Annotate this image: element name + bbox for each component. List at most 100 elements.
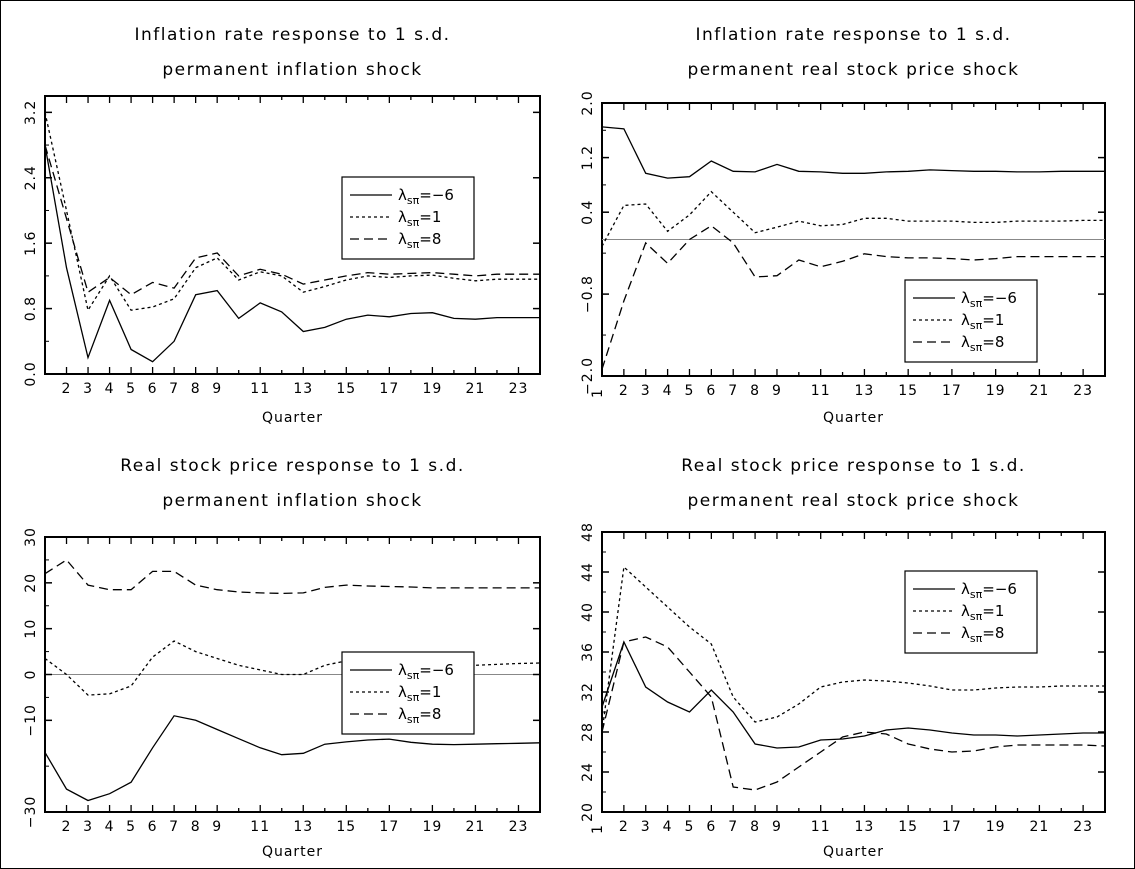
legend-label-3: λsπ=8 <box>398 705 441 726</box>
x-tick-label: 5 <box>126 381 136 397</box>
x-tick-label: 17 <box>942 383 962 399</box>
y-tick-label: 1.2 <box>580 145 596 170</box>
plot-frame <box>44 95 541 375</box>
x-tick-label: 23 <box>509 819 529 835</box>
x-tick-label: 6 <box>706 383 716 399</box>
y-tick-label: 0.0 <box>23 361 39 386</box>
legend-label-3: λsπ=8 <box>398 230 441 251</box>
x-tick-label: 8 <box>191 381 201 397</box>
x-tick-label: 4 <box>663 819 673 835</box>
x-tick-label: 19 <box>422 819 442 835</box>
x-tick-label: 23 <box>1073 383 1093 399</box>
x-tick-label: 8 <box>750 819 760 835</box>
x-tick-label: 5 <box>126 819 136 835</box>
y-tick-label: 3.2 <box>23 100 39 125</box>
x-tick-label: 9 <box>212 819 222 835</box>
series-line-3 <box>601 636 1106 791</box>
x-tick-label: 8 <box>750 383 760 399</box>
y-tick-label: 24 <box>580 762 596 782</box>
x-tick-label: 11 <box>250 381 270 397</box>
panel-stock-vs-inflation-shock: Real stock price response to 1 s.d. perma… <box>23 456 541 860</box>
y-tick-label: 10 <box>23 619 39 639</box>
series-line-1 <box>601 126 1105 179</box>
x-tick-label: 17 <box>379 381 399 397</box>
y-tick-label: 28 <box>580 722 596 742</box>
x-tick-label: 19 <box>422 381 442 397</box>
x-tick-label: 15 <box>898 383 918 399</box>
x-tick-label: 11 <box>811 819 831 835</box>
x-tick-label: 2 <box>619 819 629 835</box>
x-tick-label: 3 <box>83 819 93 835</box>
x-tick-label: 5 <box>685 819 695 835</box>
x-tick-label: 21 <box>466 819 486 835</box>
series-line-1 <box>601 640 1105 749</box>
x-tick-label: 9 <box>772 819 782 835</box>
x-tick-label: 3 <box>641 383 651 399</box>
series-line-2 <box>44 640 541 696</box>
x-tick-label: 2 <box>619 383 629 399</box>
y-tick-label: −0.8 <box>580 275 596 313</box>
x-tick-label: 1 <box>590 388 606 398</box>
x-tick-label: 21 <box>1029 383 1049 399</box>
x-tick-label: 23 <box>509 381 529 397</box>
x-tick-label: 7 <box>169 819 179 835</box>
y-tick-label: 20 <box>580 802 596 822</box>
x-tick-label: 6 <box>148 381 158 397</box>
x-tick-label: 4 <box>105 381 115 397</box>
series-line-2 <box>601 565 1105 733</box>
legend-label-2: λsπ=1 <box>961 311 1004 332</box>
x-tick-label: 21 <box>1029 819 1049 835</box>
legend-box <box>904 279 1038 363</box>
x-tick-label: 19 <box>986 383 1006 399</box>
x-tick-label: 15 <box>898 819 918 835</box>
y-tick-label: −10 <box>23 704 39 737</box>
series-line-1 <box>44 144 540 363</box>
y-tick-label: 44 <box>580 562 596 582</box>
y-tick-label: 40 <box>580 602 596 622</box>
legend-label-1: λsπ=−6 <box>961 289 1017 310</box>
x-tick-label: 13 <box>855 383 875 399</box>
x-tick-label: 9 <box>212 381 222 397</box>
chart-title-line-1: Real stock price response to 1 s.d. <box>681 456 1026 476</box>
y-tick-label: 0.8 <box>23 296 39 321</box>
series-line-2 <box>601 190 1105 247</box>
x-tick-label: 15 <box>336 819 356 835</box>
legend-label-2: λsπ=1 <box>398 683 441 704</box>
legend-box <box>904 570 1038 654</box>
y-tick-label: 0 <box>23 670 39 680</box>
x-tick-label: 19 <box>986 819 1006 835</box>
y-tick-label: 36 <box>580 642 596 662</box>
y-tick-label: 30 <box>23 527 39 547</box>
x-tick-label: 9 <box>772 383 782 399</box>
x-tick-label: 17 <box>942 819 962 835</box>
legend-label-1: λsπ=−6 <box>398 661 454 682</box>
x-tick-label: 7 <box>728 819 738 835</box>
panel-inflation-vs-stock-shock: Inflation rate response to 1 s.d. permane… <box>580 25 1106 426</box>
x-tick-label: 2 <box>62 819 72 835</box>
x-tick-label: 13 <box>293 819 313 835</box>
panel-stock-vs-stock-shock: Real stock price response to 1 s.d. perma… <box>580 456 1106 860</box>
y-tick-label: 2.4 <box>23 165 39 190</box>
x-axis-label: Quarter <box>262 844 323 860</box>
y-tick-label: 32 <box>580 682 596 702</box>
series-line-3 <box>601 225 1105 370</box>
x-tick-label: 21 <box>466 381 486 397</box>
series-line-3 <box>44 559 540 595</box>
x-tick-label: 7 <box>169 381 179 397</box>
y-tick-label: 20 <box>23 573 39 593</box>
legend-label-3: λsπ=8 <box>961 624 1004 645</box>
series-line-1 <box>44 715 541 802</box>
chart-title-line-2: permanent real stock price shock <box>687 60 1019 80</box>
x-tick-label: 13 <box>855 819 875 835</box>
legend-box <box>341 176 475 260</box>
legend-label-2: λsπ=1 <box>398 208 441 229</box>
x-tick-label: 5 <box>685 383 695 399</box>
chart-title-line-2: permanent real stock price shock <box>687 491 1019 511</box>
x-axis-label: Quarter <box>262 410 323 426</box>
x-tick-label: 1 <box>590 824 606 834</box>
chart-title-line-1: Inflation rate response to 1 s.d. <box>695 25 1011 45</box>
x-tick-label: 6 <box>148 819 158 835</box>
